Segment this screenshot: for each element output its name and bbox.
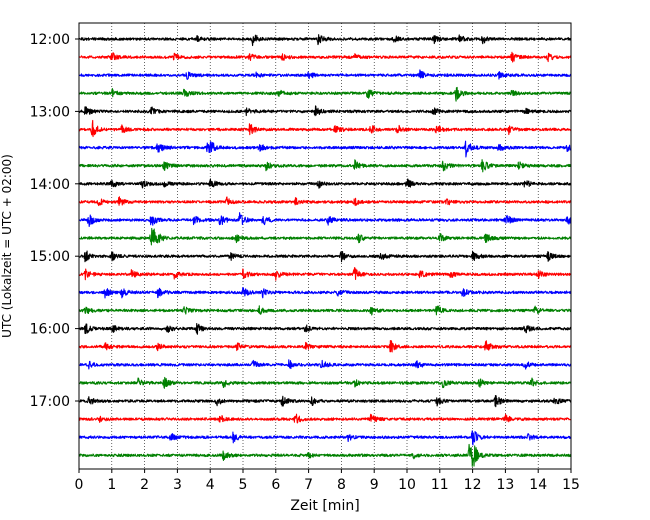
- trace-row-13:15: [78, 119, 572, 138]
- y-tick-label-13:00: 13:00: [30, 104, 70, 120]
- x-tick-label-8: 8: [337, 477, 346, 493]
- trace-row-12:15: [78, 51, 572, 63]
- x-tick-label-11: 11: [431, 477, 449, 493]
- x-tick-label-14: 14: [529, 477, 547, 493]
- trace-row-16:00: [78, 323, 572, 335]
- x-axis: 0 1 2 3 4 5 6 7 8 9 10 11 12 13 14 15: [75, 469, 580, 493]
- trace-row-14:15: [78, 196, 572, 207]
- grid-layer: [111, 23, 539, 469]
- trace-row-13:45: [78, 159, 572, 173]
- y-tick-label-14:00: 14:00: [30, 177, 70, 193]
- x-tick-label-7: 7: [304, 477, 313, 493]
- x-tick-label-5: 5: [239, 477, 248, 493]
- trace-row-12:30: [78, 69, 572, 80]
- trace-layer: [78, 34, 572, 467]
- x-tick-label-9: 9: [370, 477, 379, 493]
- x-tick-label-6: 6: [271, 477, 280, 493]
- trace-row-14:00: [78, 178, 572, 189]
- trace-row-17:45: [78, 443, 572, 467]
- y-tick-label-16:00: 16:00: [30, 322, 70, 338]
- y-tick-label-12:00: 12:00: [30, 32, 70, 48]
- trace-row-12:00: [78, 34, 572, 47]
- trace-row-13:00: [78, 105, 572, 117]
- y-tick-label-15:00: 15:00: [30, 249, 70, 265]
- trace-row-15:45: [78, 305, 572, 316]
- x-tick-label-12: 12: [464, 477, 482, 493]
- trace-row-13:30: [78, 140, 572, 158]
- trace-row-17:30: [78, 430, 572, 446]
- trace-row-12:45: [78, 86, 572, 102]
- y-axis: 12:00 13:00 14:00 15:00 16:00 17:00: [30, 32, 79, 410]
- trace-row-15:30: [78, 287, 572, 299]
- trace-row-14:30: [78, 212, 572, 227]
- y-tick-label-17:00: 17:00: [30, 394, 70, 410]
- y-axis-label: UTC (Lokalzeit = UTC + 02:00): [0, 154, 14, 338]
- trace-row-16:45: [78, 376, 572, 389]
- trace-row-17:15: [78, 413, 572, 424]
- x-tick-label-13: 13: [496, 477, 514, 493]
- trace-row-16:15: [78, 340, 572, 353]
- trace-row-14:45: [78, 227, 572, 246]
- x-axis-label: Zeit [min]: [290, 498, 359, 514]
- x-tick-label-0: 0: [75, 477, 84, 493]
- x-tick-label-1: 1: [107, 477, 116, 493]
- x-tick-label-15: 15: [562, 477, 580, 493]
- trace-row-16:30: [78, 359, 572, 370]
- plot-frame: [78, 22, 572, 470]
- trace-row-15:00: [78, 250, 572, 263]
- x-tick-label-3: 3: [173, 477, 182, 493]
- x-tick-label-2: 2: [140, 477, 149, 493]
- trace-row-17:00: [78, 395, 572, 408]
- x-tick-label-10: 10: [398, 477, 416, 493]
- trace-row-15:15: [78, 267, 572, 281]
- x-tick-label-4: 4: [206, 477, 215, 493]
